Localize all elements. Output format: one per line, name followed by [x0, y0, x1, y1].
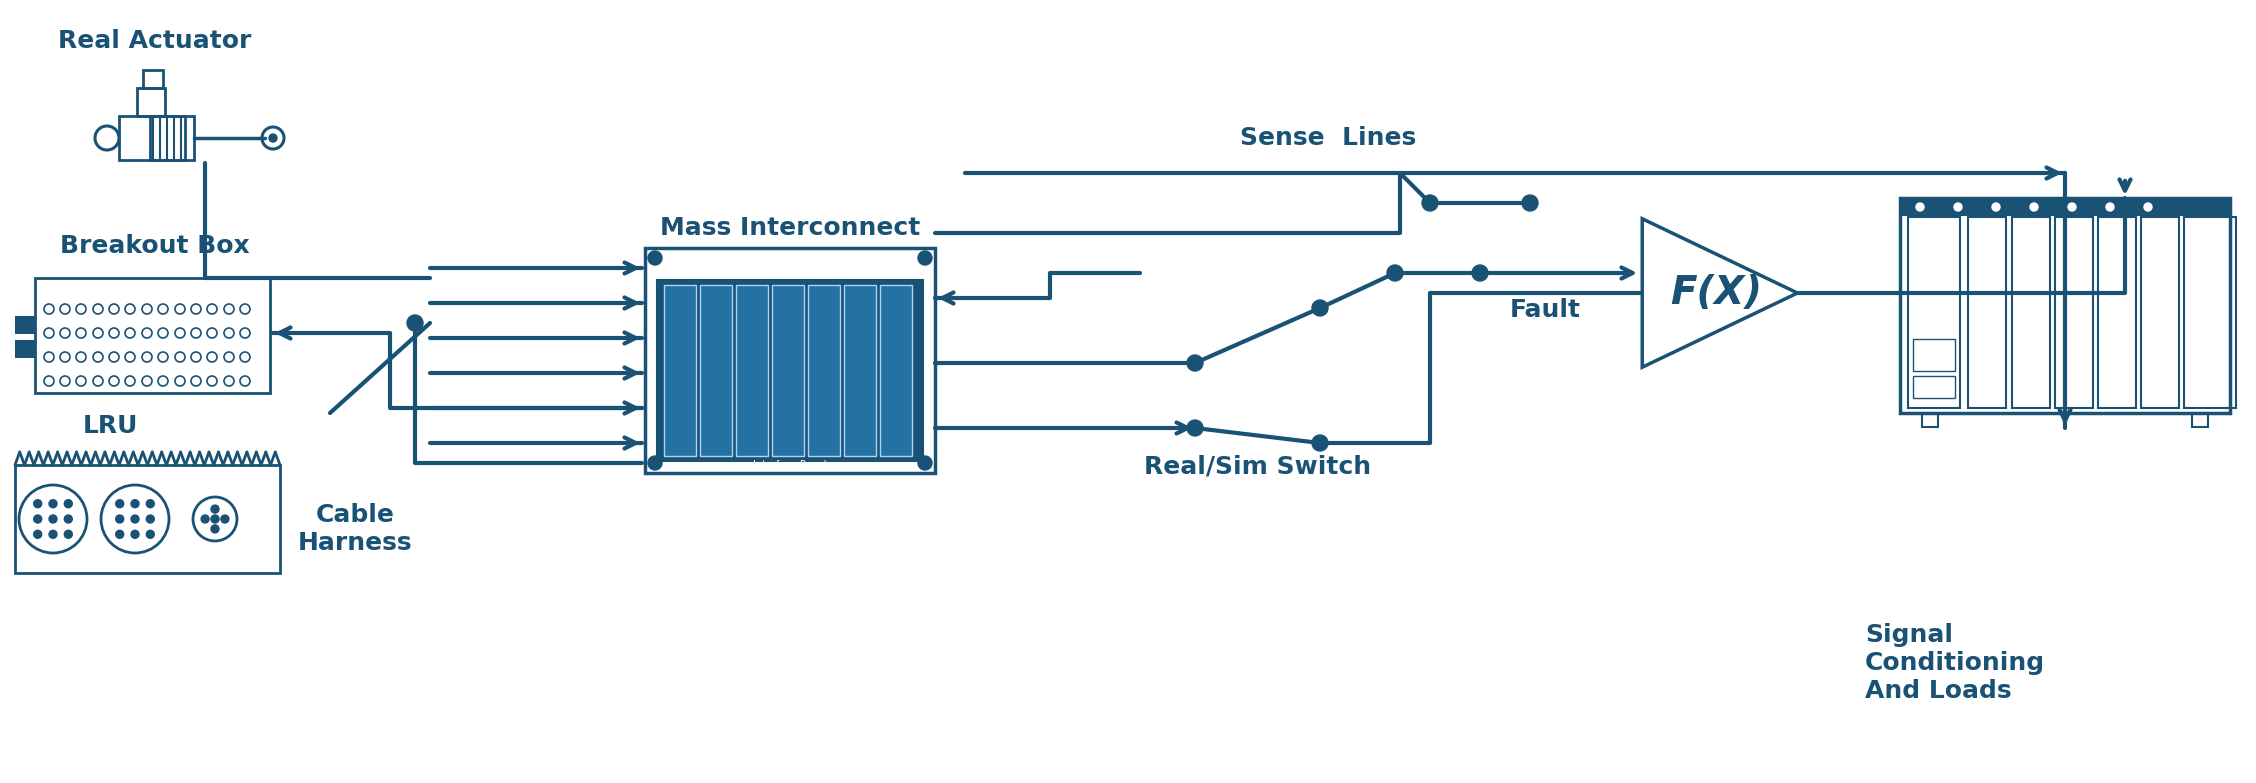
Circle shape: [212, 505, 219, 513]
Bar: [1900, 198, 2229, 216]
Circle shape: [212, 515, 219, 523]
Bar: [142, 70, 162, 88]
Circle shape: [1187, 355, 1202, 371]
Circle shape: [1387, 265, 1403, 281]
Bar: [772, 285, 803, 456]
Bar: [1913, 339, 1956, 371]
Circle shape: [115, 515, 124, 523]
Bar: [120, 116, 194, 160]
Bar: [16, 340, 36, 358]
Text: Real Actuator: Real Actuator: [59, 29, 253, 53]
Circle shape: [131, 530, 140, 538]
Circle shape: [268, 134, 277, 142]
Circle shape: [147, 530, 153, 538]
Circle shape: [50, 530, 56, 538]
Circle shape: [2107, 203, 2114, 211]
Circle shape: [1313, 435, 1329, 451]
Circle shape: [34, 530, 41, 538]
Bar: [844, 285, 875, 456]
Bar: [36, 278, 271, 393]
Bar: [1967, 217, 2006, 408]
Circle shape: [1471, 265, 1489, 281]
Circle shape: [1992, 203, 2001, 211]
Circle shape: [65, 500, 72, 507]
Circle shape: [1187, 420, 1202, 436]
Circle shape: [2143, 203, 2152, 211]
Bar: [16, 316, 36, 334]
Bar: [2141, 217, 2179, 408]
Bar: [645, 248, 934, 473]
Circle shape: [918, 456, 932, 470]
Bar: [656, 280, 923, 461]
Text: Mass Interconnect: Mass Interconnect: [659, 216, 920, 240]
Bar: [2098, 217, 2136, 408]
Bar: [663, 285, 697, 456]
Circle shape: [115, 530, 124, 538]
Text: Interface Panel: Interface Panel: [754, 460, 826, 470]
Circle shape: [34, 515, 41, 523]
Text: Sense  Lines: Sense Lines: [1241, 126, 1417, 150]
Text: Fault: Fault: [1509, 298, 1581, 322]
Circle shape: [34, 500, 41, 507]
Text: LRU: LRU: [81, 414, 138, 438]
Circle shape: [647, 251, 661, 265]
Circle shape: [131, 500, 140, 507]
Bar: [16, 465, 280, 573]
Circle shape: [2030, 203, 2037, 211]
Text: Signal
Conditioning
And Loads: Signal Conditioning And Loads: [1866, 623, 2046, 702]
Bar: [1900, 198, 2229, 413]
Bar: [808, 285, 839, 456]
Circle shape: [50, 500, 56, 507]
Bar: [138, 88, 165, 116]
Bar: [1913, 376, 1956, 398]
Circle shape: [1313, 300, 1329, 316]
Circle shape: [201, 515, 210, 523]
Bar: [2184, 217, 2236, 408]
Text: F(X): F(X): [1669, 274, 1762, 312]
Circle shape: [1421, 195, 1437, 211]
Bar: [2055, 217, 2094, 408]
Circle shape: [1523, 195, 1539, 211]
Text: Breakout Box: Breakout Box: [61, 234, 250, 258]
Bar: [149, 116, 185, 160]
Text: Cable
Harness: Cable Harness: [298, 503, 413, 555]
Bar: [880, 285, 911, 456]
Circle shape: [50, 515, 56, 523]
Circle shape: [131, 515, 140, 523]
Circle shape: [221, 515, 228, 523]
Bar: [2193, 413, 2209, 427]
Circle shape: [406, 315, 424, 331]
Circle shape: [147, 515, 153, 523]
Circle shape: [212, 525, 219, 533]
Circle shape: [1954, 203, 1963, 211]
Bar: [699, 285, 731, 456]
Bar: [2012, 217, 2051, 408]
Circle shape: [1915, 203, 1924, 211]
Bar: [735, 285, 767, 456]
Circle shape: [647, 456, 661, 470]
Circle shape: [65, 515, 72, 523]
Circle shape: [65, 530, 72, 538]
Circle shape: [918, 251, 932, 265]
Text: Real/Sim Switch: Real/Sim Switch: [1144, 454, 1372, 478]
Circle shape: [115, 500, 124, 507]
Circle shape: [147, 500, 153, 507]
Bar: [1922, 413, 1938, 427]
Bar: [1909, 217, 1960, 408]
Circle shape: [2069, 203, 2076, 211]
